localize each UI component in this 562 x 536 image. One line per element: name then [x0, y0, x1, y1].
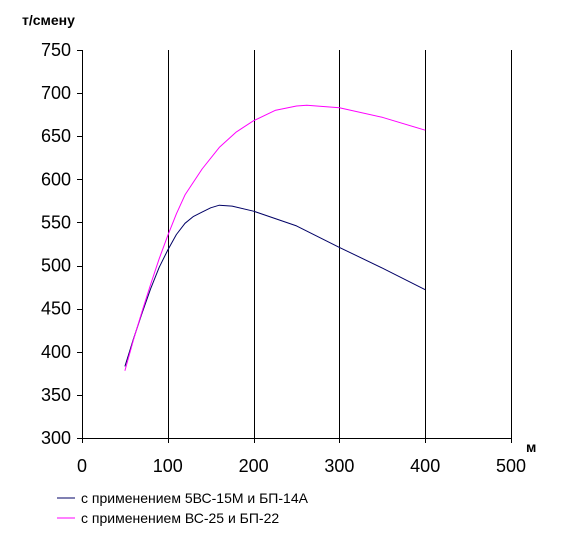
x-tick-label: 200	[239, 456, 269, 476]
legend-label: с применением ВС-25 и БП-22	[81, 510, 279, 526]
x-axis-title: м	[526, 439, 536, 455]
x-tick-labels: 0 100 200 300 400 500	[77, 456, 526, 476]
y-tick-label: 500	[41, 256, 71, 276]
legend-item: с применением 5ВС-15М и БП-14А	[57, 490, 309, 506]
y-tick-label: 650	[41, 126, 71, 146]
x-tick-label: 100	[153, 456, 183, 476]
axes	[77, 50, 512, 443]
y-axis-title: т/смену	[22, 12, 75, 28]
y-tick-label: 600	[41, 169, 71, 189]
series-line-2	[124, 104, 426, 371]
x-tick-label: 500	[496, 456, 526, 476]
legend-item: с применением ВС-25 и БП-22	[57, 510, 279, 526]
y-tick-label: 550	[41, 212, 71, 232]
y-tick-label: 300	[41, 428, 71, 448]
x-tick-label: 400	[410, 456, 440, 476]
y-tick-label: 400	[41, 342, 71, 362]
x-tick-label: 0	[77, 456, 87, 476]
y-tick-labels: 300 350 400 450 500 550 600 650 700 750	[41, 40, 71, 448]
series-line-1	[124, 204, 426, 367]
y-tick-label: 450	[41, 299, 71, 319]
y-tick-label: 750	[41, 40, 71, 60]
legend-label: с применением 5ВС-15М и БП-14А	[81, 490, 309, 506]
y-tick-label: 350	[41, 385, 71, 405]
grid-lines	[168, 50, 512, 438]
series-lines	[124, 104, 426, 371]
y-tick-label: 700	[41, 83, 71, 103]
x-tick-label: 300	[324, 456, 354, 476]
legend: с применением 5ВС-15М и БП-14А с примене…	[57, 490, 309, 526]
